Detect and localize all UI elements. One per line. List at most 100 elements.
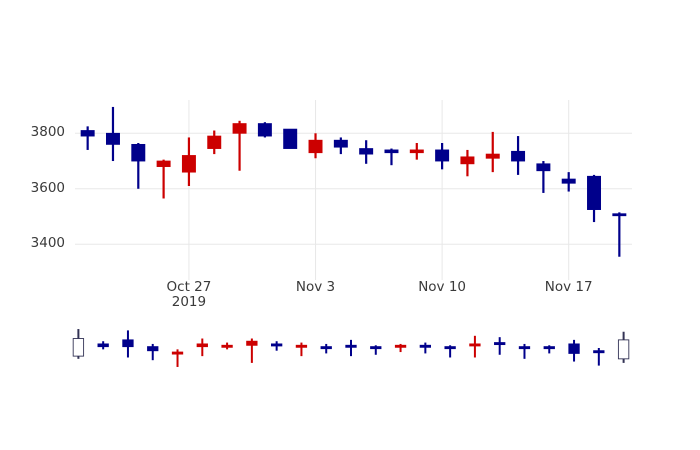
- candle: [80, 126, 95, 150]
- candle-body: [494, 342, 506, 346]
- candle: [593, 348, 605, 366]
- candle-body: [593, 350, 605, 354]
- candle: [295, 342, 308, 357]
- candle: [308, 133, 323, 159]
- candle: [536, 161, 551, 193]
- candle: [147, 343, 159, 361]
- candle-body: [394, 344, 407, 348]
- candle-body: [543, 346, 555, 350]
- candle-body: [469, 343, 481, 347]
- candle: [207, 130, 222, 155]
- candle-body: [617, 339, 630, 360]
- candle: [131, 143, 146, 189]
- candle-body: [333, 139, 348, 148]
- main-candle-series: [80, 106, 627, 257]
- candle-body: [122, 339, 134, 348]
- candle-body: [181, 155, 196, 173]
- candle: [370, 345, 382, 355]
- candle: [435, 143, 450, 170]
- x-axis-tick-label: Nov 17: [544, 279, 593, 295]
- candle-body: [72, 338, 85, 357]
- candle-body: [257, 123, 272, 137]
- candle-body: [295, 344, 308, 348]
- candle-body: [587, 175, 602, 210]
- candle: [587, 174, 602, 223]
- candle-body: [612, 213, 627, 217]
- candle: [561, 172, 576, 192]
- candle-body: [232, 123, 247, 134]
- candle-body: [409, 149, 424, 154]
- candle: [612, 212, 627, 257]
- candle: [232, 120, 247, 171]
- candle-body: [221, 344, 233, 348]
- candle-body: [435, 149, 450, 162]
- candle-body: [568, 343, 580, 354]
- candle-body: [370, 346, 382, 350]
- candle: [485, 131, 500, 173]
- candle-body: [444, 346, 456, 350]
- candle-body: [320, 346, 332, 350]
- candle-body: [561, 178, 576, 184]
- candle: [494, 337, 506, 355]
- x-axis-tick-label: Nov 3: [295, 279, 336, 295]
- candle-body: [246, 340, 258, 346]
- candle-body: [196, 343, 208, 348]
- candle: [72, 329, 85, 359]
- candle-body: [171, 351, 184, 355]
- candle: [333, 137, 348, 155]
- candle: [196, 338, 208, 357]
- candle: [359, 140, 374, 164]
- candle: [409, 143, 424, 160]
- candle-body: [485, 153, 500, 159]
- candle: [246, 338, 258, 363]
- candle: [171, 349, 184, 367]
- candle: [568, 339, 580, 362]
- y-axis-tick-label: 3600: [30, 179, 65, 196]
- candle: [460, 149, 475, 177]
- candle: [511, 136, 526, 175]
- candle-body: [536, 163, 551, 172]
- candle-body: [518, 346, 531, 350]
- candle: [444, 345, 456, 358]
- y-axis-tick-label: 3800: [30, 124, 65, 141]
- candle: [518, 343, 531, 359]
- candle: [221, 342, 233, 350]
- candle: [270, 341, 283, 351]
- candle-body: [105, 132, 120, 145]
- candle: [283, 128, 298, 149]
- candle: [97, 341, 109, 350]
- candle-body: [207, 135, 222, 149]
- candle-body: [283, 128, 298, 149]
- x-axis-tick-label: Nov 10: [418, 279, 467, 295]
- candle-body: [131, 143, 146, 162]
- mini-candle-series: [72, 329, 630, 367]
- candle-body: [97, 343, 109, 348]
- candle: [394, 343, 407, 353]
- candle: [156, 159, 171, 199]
- candle-body: [419, 344, 432, 348]
- candle: [257, 122, 272, 138]
- candle-body: [147, 346, 159, 352]
- candle: [345, 339, 357, 357]
- candle: [469, 335, 481, 358]
- candle-body: [511, 150, 526, 162]
- candle-body: [384, 149, 399, 154]
- candle-body: [80, 130, 95, 137]
- candle: [105, 106, 120, 162]
- candle: [419, 342, 432, 354]
- candle-body: [308, 139, 323, 154]
- candle: [320, 343, 332, 354]
- candle: [543, 345, 555, 354]
- candle-body: [156, 160, 171, 167]
- candle-body: [460, 156, 475, 165]
- y-axis-tick-label: 3400: [30, 235, 65, 252]
- candle-body: [345, 344, 357, 348]
- candle: [384, 148, 399, 166]
- candle-body: [359, 148, 374, 155]
- x-axis-tick-label: Oct 27 2019: [166, 279, 212, 310]
- candle: [122, 330, 134, 358]
- candle-body: [270, 343, 283, 347]
